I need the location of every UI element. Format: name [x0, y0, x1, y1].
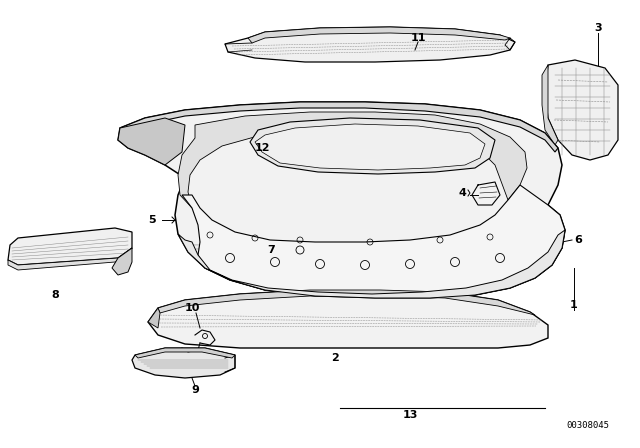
Text: 10: 10 — [184, 303, 200, 313]
Polygon shape — [250, 118, 495, 174]
Polygon shape — [8, 248, 132, 270]
Polygon shape — [8, 228, 132, 265]
Polygon shape — [120, 102, 558, 152]
Text: 6: 6 — [574, 235, 582, 245]
Polygon shape — [118, 102, 565, 298]
Polygon shape — [178, 112, 527, 208]
Text: 9: 9 — [191, 385, 199, 395]
Polygon shape — [158, 290, 535, 315]
Text: 8: 8 — [51, 290, 59, 300]
Polygon shape — [148, 290, 548, 348]
Text: 2: 2 — [331, 353, 339, 363]
Text: 5: 5 — [148, 215, 156, 225]
Text: 00308045: 00308045 — [566, 421, 609, 430]
Text: 12: 12 — [254, 143, 269, 153]
Polygon shape — [545, 60, 618, 160]
Polygon shape — [118, 118, 185, 165]
Text: 4: 4 — [458, 188, 466, 198]
Text: 11: 11 — [410, 33, 426, 43]
Polygon shape — [248, 27, 510, 43]
Polygon shape — [135, 348, 235, 358]
Text: 3: 3 — [594, 23, 602, 33]
Polygon shape — [182, 185, 565, 298]
Polygon shape — [225, 27, 515, 62]
Polygon shape — [148, 308, 160, 328]
Text: 7: 7 — [267, 245, 275, 255]
Polygon shape — [178, 230, 565, 298]
Polygon shape — [112, 248, 132, 275]
Polygon shape — [542, 65, 558, 145]
Text: 1: 1 — [570, 300, 578, 310]
Text: 13: 13 — [403, 410, 418, 420]
Polygon shape — [132, 348, 235, 378]
Polygon shape — [255, 124, 485, 170]
